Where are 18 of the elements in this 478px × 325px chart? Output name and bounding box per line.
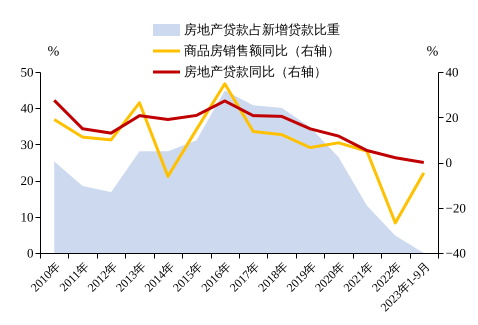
legend-label: 商品房销售额同比（右轴） <box>184 43 340 58</box>
y2-axis-title: % <box>426 44 439 60</box>
legend-label: 房地产贷款占新增贷款比重 <box>184 22 340 37</box>
y-tick-label: 40 <box>20 100 34 116</box>
legend-label: 房地产贷款同比（右轴） <box>184 64 327 79</box>
y-tick-label: 20 <box>20 173 34 188</box>
y-tick-label: 50 <box>20 64 34 80</box>
line-series <box>52 98 426 164</box>
y2-tick-label: 0 <box>446 155 452 170</box>
y2-tick-label: 20 <box>446 110 458 125</box>
y-tick-label: 30 <box>20 136 34 152</box>
y2-tick-label: −40 <box>446 246 466 260</box>
y-axis-title: % <box>48 44 60 60</box>
y-tick-label: 0 <box>27 246 34 260</box>
line-series <box>52 82 426 224</box>
y-tick-label: 10 <box>20 209 34 224</box>
y2-tick-label: 40 <box>446 64 458 80</box>
y2-tick-label: −20 <box>446 200 466 216</box>
